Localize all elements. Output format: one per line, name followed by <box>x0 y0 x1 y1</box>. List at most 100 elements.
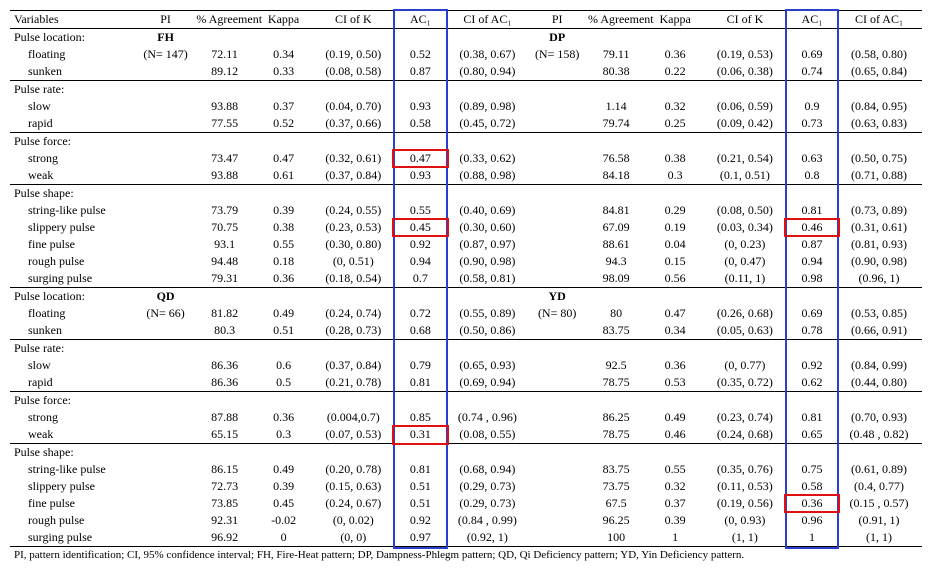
cell: 0.93 <box>396 167 444 185</box>
cell: strong <box>10 409 139 426</box>
cell <box>139 219 193 236</box>
cell <box>445 81 531 99</box>
cell: 0.04 <box>648 236 702 253</box>
cell: 0.81 <box>788 409 836 426</box>
cell: 0.15 <box>648 253 702 270</box>
cell <box>788 133 836 151</box>
cell: weak <box>10 167 139 185</box>
table-row: sunken80.30.51(0.28, 0.73)0.68(0.50, 0.8… <box>10 322 922 340</box>
cell <box>584 133 648 151</box>
cell <box>702 81 788 99</box>
cell <box>445 288 531 306</box>
cell <box>648 29 702 47</box>
cell: 94.48 <box>192 253 256 270</box>
cell <box>530 512 584 529</box>
cell <box>702 340 788 358</box>
cell: Pulse location: <box>10 288 139 306</box>
cell: 89.12 <box>192 63 256 81</box>
cell <box>139 374 193 392</box>
cell <box>139 98 193 115</box>
table-row: Pulse force: <box>10 392 922 410</box>
cell: (0.4, 0.77) <box>836 478 922 495</box>
cell <box>584 392 648 410</box>
cell: (0.32, 0.61) <box>310 150 396 167</box>
cell: (N= 147) <box>139 46 193 63</box>
cell: rough pulse <box>10 253 139 270</box>
table-row: floating(N= 147)72.110.34(0.19, 0.50)0.5… <box>10 46 922 63</box>
hdr-cik-right: CI of K <box>702 11 788 29</box>
cell: 0.73 <box>788 115 836 133</box>
cell <box>788 392 836 410</box>
cell: surging pulse <box>10 270 139 288</box>
cell: (0, 0.47) <box>702 253 788 270</box>
cell: surging pulse <box>10 529 139 547</box>
cell: (0.37, 0.84) <box>310 357 396 374</box>
cell: (0.35, 0.76) <box>702 461 788 478</box>
cell: 0.85 <box>396 409 444 426</box>
cell: Pulse rate: <box>10 340 139 358</box>
cell: (0.70, 0.93) <box>836 409 922 426</box>
cell: 87.88 <box>192 409 256 426</box>
cell <box>257 29 311 47</box>
cell: 92.31 <box>192 512 256 529</box>
cell <box>257 185 311 203</box>
cell: (0.18, 0.54) <box>310 270 396 288</box>
cell: slow <box>10 98 139 115</box>
cell: (0.84, 0.95) <box>836 98 922 115</box>
cell: 0.55 <box>396 202 444 219</box>
cell: 0.18 <box>257 253 311 270</box>
cell: 0.9 <box>788 98 836 115</box>
cell <box>139 202 193 219</box>
cell: (0.08, 0.58) <box>310 63 396 81</box>
cell: (0.74 , 0.96) <box>445 409 531 426</box>
cell: 0.74 <box>788 63 836 81</box>
cell: 0.49 <box>257 305 311 322</box>
cell: (1, 1) <box>836 529 922 547</box>
cell: Pulse shape: <box>10 185 139 203</box>
cell: 0.25 <box>648 115 702 133</box>
cell: 0.3 <box>257 426 311 444</box>
cell <box>310 133 396 151</box>
cell <box>310 392 396 410</box>
cell: (0, 0.93) <box>702 512 788 529</box>
cell <box>530 426 584 444</box>
cell <box>530 444 584 462</box>
cell: floating <box>10 305 139 322</box>
cell: 0.81 <box>396 374 444 392</box>
cell: 0.62 <box>788 374 836 392</box>
cell <box>648 340 702 358</box>
cell <box>530 167 584 185</box>
cell: 0.36 <box>788 495 836 512</box>
hdr-pi-right: PI <box>530 11 584 29</box>
cell: 81.82 <box>192 305 256 322</box>
cell: QD <box>139 288 193 306</box>
cell: 67.09 <box>584 219 648 236</box>
cell: (0.50, 0.75) <box>836 150 922 167</box>
cell: (0.19, 0.50) <box>310 46 396 63</box>
cell <box>192 340 256 358</box>
cell <box>257 81 311 99</box>
cell: 0.93 <box>396 98 444 115</box>
cell: (0.50, 0.86) <box>445 322 531 340</box>
cell <box>530 374 584 392</box>
table-row: Pulse location:FHDP <box>10 29 922 47</box>
cell <box>192 444 256 462</box>
cell: (0.68, 0.94) <box>445 461 531 478</box>
cell <box>445 392 531 410</box>
cell: 79.11 <box>584 46 648 63</box>
cell: rapid <box>10 374 139 392</box>
header-row: Variables PI % Agreement Kappa CI of K A… <box>10 11 922 29</box>
cell: 0.19 <box>648 219 702 236</box>
cell: (0.87, 0.97) <box>445 236 531 253</box>
cell: (0, 0.77) <box>702 357 788 374</box>
cell: 79.74 <box>584 115 648 133</box>
table-row: strong87.880.36(0.004,0.7)0.85(0.74 , 0.… <box>10 409 922 426</box>
cell <box>257 133 311 151</box>
cell <box>139 357 193 374</box>
cell <box>445 444 531 462</box>
cell <box>445 185 531 203</box>
hdr-kappa-left: Kappa <box>257 11 311 29</box>
cell: weak <box>10 426 139 444</box>
cell <box>396 340 444 358</box>
cell: 0.51 <box>257 322 311 340</box>
